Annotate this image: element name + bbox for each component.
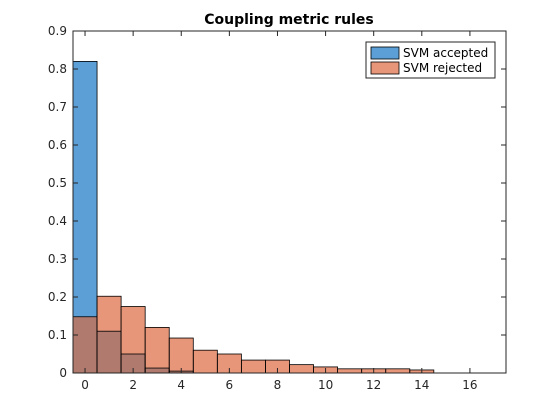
- bar-bin-1-overlap: [97, 331, 122, 373]
- bar-bin-6-top: [217, 354, 242, 373]
- x-tick-label: 6: [226, 378, 234, 392]
- bar-bin-3-overlap: [145, 368, 170, 373]
- bar-bin-4-top: [169, 338, 194, 373]
- bar-bin-13-top: [385, 368, 410, 373]
- x-tick-label: 8: [274, 378, 282, 392]
- bar-bin-3-top: [145, 327, 170, 373]
- x-tick-label: 16: [462, 378, 477, 392]
- x-tick-label: 12: [366, 378, 381, 392]
- bars-group: [72, 61, 435, 374]
- bar-bin-8-top: [265, 360, 290, 373]
- x-tick-label: 0: [81, 378, 89, 392]
- y-tick-label: 0.8: [48, 62, 67, 76]
- y-tick-label: 0: [59, 366, 67, 380]
- bar-bin-5-top: [193, 350, 218, 373]
- bar-bin-11-top: [337, 368, 362, 373]
- y-tick-label: 0.5: [48, 176, 67, 190]
- x-tick-label: 10: [318, 378, 333, 392]
- y-tick-label: 0.9: [48, 24, 67, 38]
- bar-bin-7-top: [241, 360, 266, 373]
- plot-frame: [72, 30, 507, 374]
- y-tick-label: 0.7: [48, 100, 67, 114]
- x-tick-label: 4: [177, 378, 185, 392]
- y-tick-label: 0.1: [48, 328, 67, 342]
- legend-label-1: SVM rejected: [403, 61, 482, 75]
- y-tick-label: 0.3: [48, 252, 67, 266]
- x-tick-label: 2: [129, 378, 137, 392]
- legend-swatch-0: [370, 46, 400, 60]
- y-tick-label: 0.6: [48, 138, 67, 152]
- bar-bin-0-overlap: [73, 316, 98, 373]
- y-tick-label: 0.4: [48, 214, 67, 228]
- y-tick-label: 0.2: [48, 290, 67, 304]
- chart-title: Coupling metric rules: [204, 12, 374, 28]
- legend-label-0: SVM accepted: [403, 46, 488, 60]
- x-tick-label: 14: [414, 378, 429, 392]
- bar-bin-2-overlap: [121, 354, 146, 373]
- ticks-group: 0 2 4 6 8 10 12 14 16 0 0.1 0.2 0.3 0.4 0.5 0.6 0.7 0.8 0.…: [48, 24, 506, 392]
- bar-bin-9-top: [289, 364, 314, 373]
- legend-swatch-1: [370, 61, 400, 75]
